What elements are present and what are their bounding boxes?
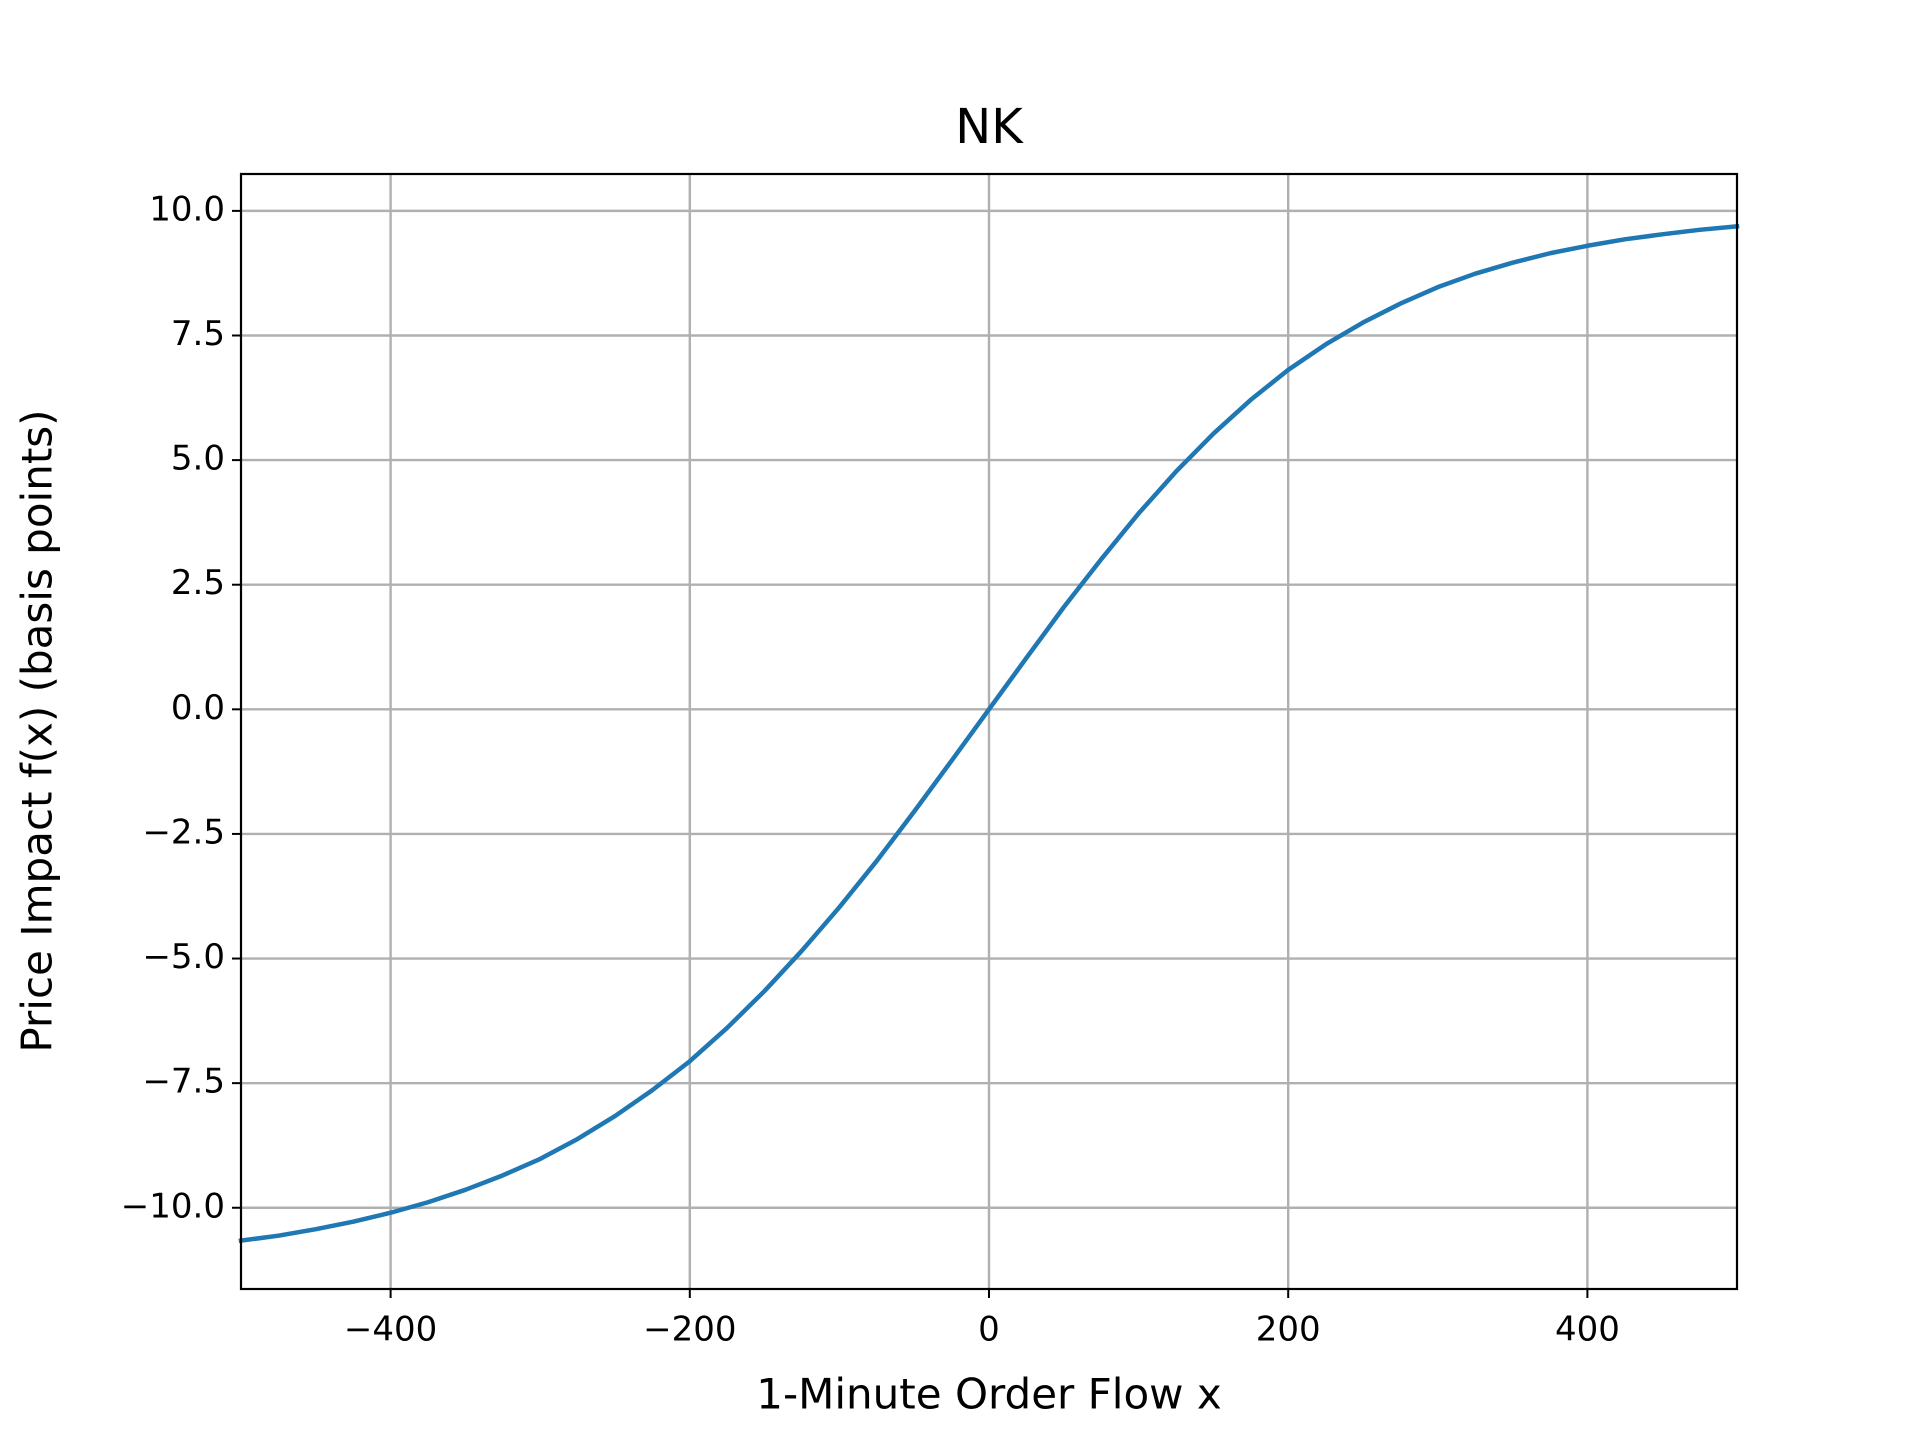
y-axis-label: Price Impact f(x) (basis points) — [13, 409, 62, 1052]
x-tick-label: 200 — [1256, 1310, 1321, 1350]
y-tick-label: 10.0 — [149, 189, 225, 229]
plot-frame — [239, 172, 1739, 1291]
x-tick-label: 0 — [978, 1310, 1000, 1350]
y-tick-label: −2.5 — [142, 812, 225, 852]
x-tick-label: −400 — [344, 1310, 437, 1350]
y-tick-label: 0.0 — [171, 688, 225, 728]
y-tick-label: 7.5 — [171, 314, 225, 354]
x-axis-label: 1-Minute Order Flow x — [756, 1370, 1221, 1419]
y-tick-label: −7.5 — [142, 1062, 225, 1102]
y-tick-label: 2.5 — [171, 563, 225, 603]
y-tick-label: 5.0 — [171, 439, 225, 479]
y-tick-label: −5.0 — [142, 937, 225, 977]
line-series — [238, 223, 1740, 1244]
y-tick-label: −10.0 — [121, 1186, 225, 1226]
x-tick-label: 400 — [1555, 1310, 1620, 1350]
x-tick-label: −200 — [643, 1310, 736, 1350]
chart-title: NK — [955, 99, 1024, 155]
